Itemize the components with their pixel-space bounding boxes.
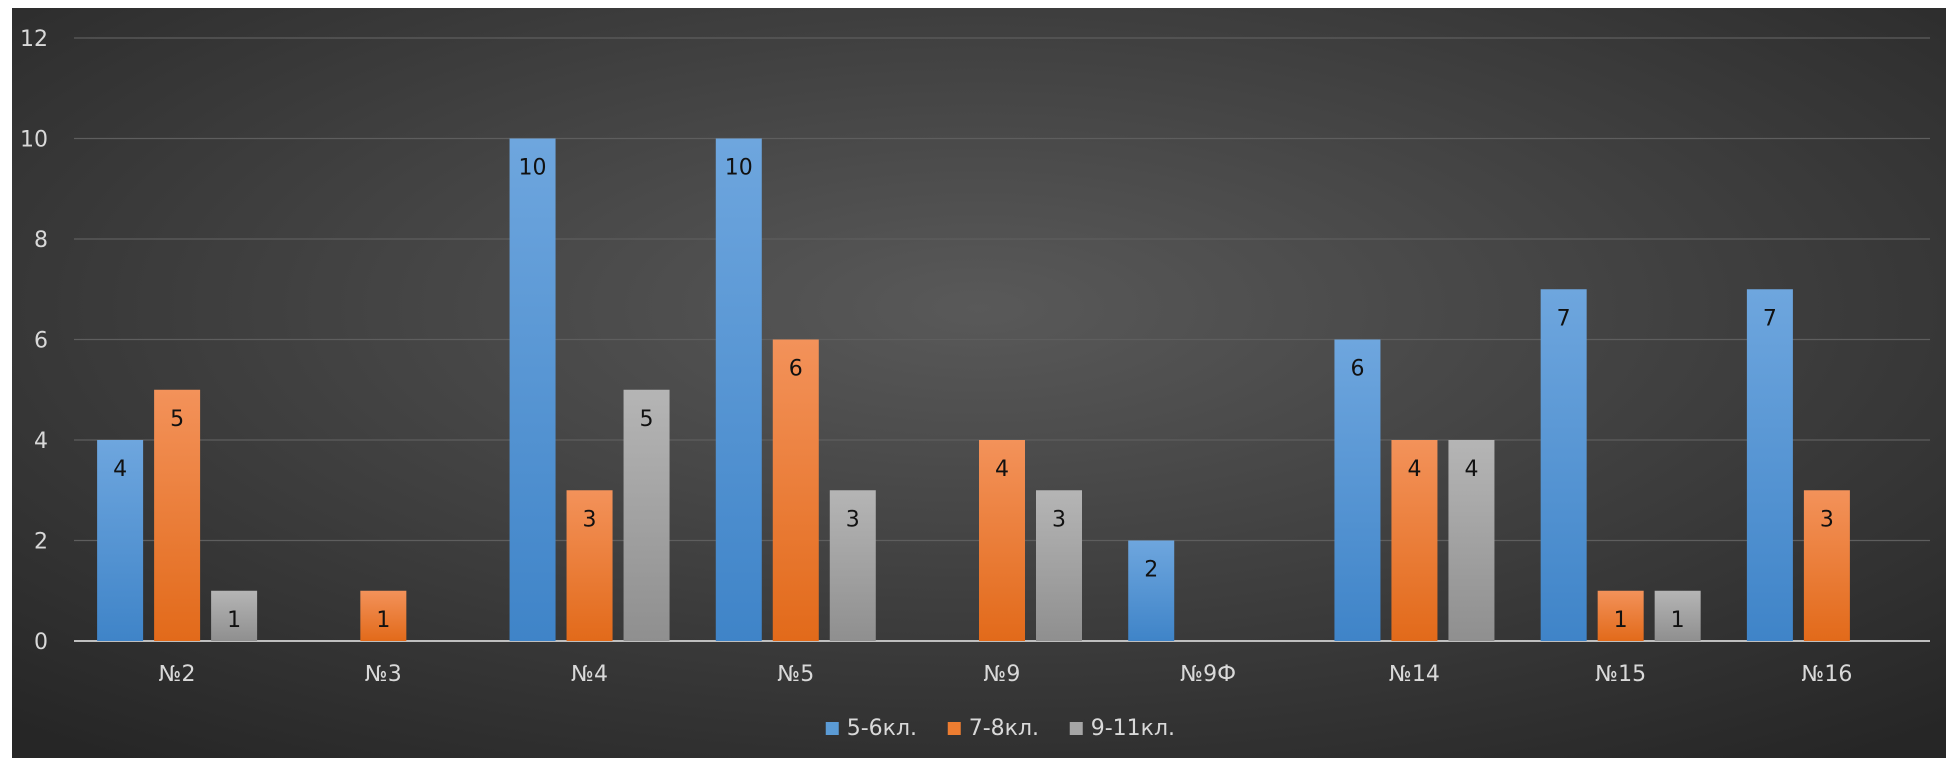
x-category-label: №14 xyxy=(1389,662,1440,687)
bar-7-8кл.-№4 xyxy=(566,490,613,641)
legend-item-9-11кл.: 9-11кл. xyxy=(1069,716,1175,741)
data-label: 3 xyxy=(1052,507,1066,532)
bar-7-8кл.-№15 xyxy=(1597,590,1644,641)
bar-5-6кл.-№5 xyxy=(715,138,762,641)
data-label: 6 xyxy=(789,357,803,382)
data-label: 10 xyxy=(725,156,753,181)
chart-background xyxy=(12,8,1946,758)
bar-5-6кл.-№2 xyxy=(97,440,144,641)
bar-7-8кл.-№16 xyxy=(1803,490,1850,641)
bar-5-6кл.-№14 xyxy=(1334,339,1381,641)
legend-item-5-6кл.: 5-6кл. xyxy=(825,716,917,741)
legend: 5-6кл. 7-8кл. 9-11кл. xyxy=(825,716,1175,741)
data-label: 4 xyxy=(113,457,127,482)
legend-swatch xyxy=(947,722,961,735)
x-category-label: №16 xyxy=(1801,662,1852,687)
data-label: 1 xyxy=(1614,608,1628,633)
bar-9-11кл.-№2 xyxy=(211,590,258,641)
bar-9-11кл.-№14 xyxy=(1448,440,1495,641)
y-axis: 0 2 4 6 8 10 12 xyxy=(20,27,48,655)
bar-9-11кл.-№4 xyxy=(623,389,670,641)
x-axis: №2 №3 №4 №5 №9 №9Ф №14 №15 №16 xyxy=(159,662,1853,687)
data-label: 4 xyxy=(1407,457,1421,482)
data-label: 3 xyxy=(1820,507,1834,532)
data-label: 7 xyxy=(1557,306,1571,331)
data-label: 4 xyxy=(1464,457,1478,482)
data-label: 6 xyxy=(1350,357,1364,382)
y-tick-label: 4 xyxy=(34,429,48,454)
bar-7-8кл.-№9 xyxy=(979,440,1025,641)
chart-area: 0 2 4 6 8 10 12 4 5 1 1 10 3 5 10 6 3 4 3 2 6 4 4 7 1 1 7 3 №2 №3 №4… xyxy=(12,8,1946,758)
bar-5-6кл.-№4 xyxy=(509,138,556,641)
bar-5-6кл.-№16 xyxy=(1746,289,1793,641)
data-label: 1 xyxy=(1671,608,1685,633)
x-category-label: №9Ф xyxy=(1180,662,1236,687)
legend-item-7-8кл.: 7-8кл. xyxy=(947,716,1039,741)
data-label: 1 xyxy=(227,608,241,633)
y-tick-label: 8 xyxy=(34,228,48,253)
bar-7-8кл.-№2 xyxy=(154,389,201,641)
y-tick-label: 2 xyxy=(34,530,48,555)
bar-9-11кл.-№15 xyxy=(1654,590,1701,641)
legend-label: 5-6кл. xyxy=(847,716,917,741)
bar-7-8кл.-№3 xyxy=(360,590,407,641)
y-tick-label: 12 xyxy=(20,27,48,52)
x-category-label: №2 xyxy=(159,662,196,687)
x-category-label: №15 xyxy=(1595,662,1646,687)
data-label: 3 xyxy=(583,507,597,532)
x-category-label: №4 xyxy=(571,662,608,687)
y-tick-label: 10 xyxy=(20,128,48,153)
legend-swatch xyxy=(1069,722,1083,735)
y-tick-label: 0 xyxy=(34,630,48,655)
bar-5-6кл.-№15 xyxy=(1540,289,1587,641)
bars xyxy=(97,138,1850,641)
bar-7-8кл.-№14 xyxy=(1391,440,1438,641)
data-label: 10 xyxy=(519,156,547,181)
data-label: 4 xyxy=(995,457,1009,482)
legend-label: 9-11кл. xyxy=(1091,716,1175,741)
y-tick-label: 6 xyxy=(34,329,48,354)
legend-label: 7-8кл. xyxy=(969,716,1039,741)
bar-7-8кл.-№5 xyxy=(772,339,819,641)
bar-5-6кл.-№9Ф xyxy=(1128,540,1175,641)
x-category-label: №5 xyxy=(777,662,814,687)
data-label: 7 xyxy=(1763,306,1777,331)
legend-swatch xyxy=(825,722,839,735)
data-label: 2 xyxy=(1144,558,1158,583)
bar-9-11кл.-№5 xyxy=(829,490,876,641)
data-label: 3 xyxy=(846,507,860,532)
x-category-label: №9 xyxy=(984,662,1021,687)
data-label: 1 xyxy=(376,608,390,633)
bar-9-11кл.-№9 xyxy=(1036,490,1082,641)
x-category-label: №3 xyxy=(365,662,402,687)
data-label: 5 xyxy=(640,407,654,432)
data-label: 5 xyxy=(170,407,184,432)
